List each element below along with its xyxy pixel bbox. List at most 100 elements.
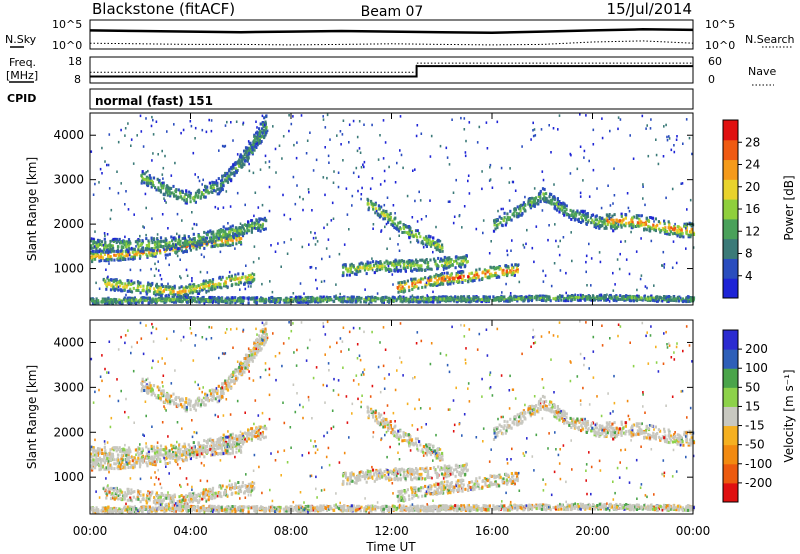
power-cell bbox=[251, 148, 254, 152]
power-cell bbox=[177, 188, 180, 192]
power-cell bbox=[590, 298, 593, 302]
power-cell bbox=[497, 222, 500, 226]
power-cell bbox=[374, 296, 377, 299]
power-cell bbox=[376, 296, 379, 300]
power-cell bbox=[609, 204, 612, 207]
power-cell bbox=[515, 297, 518, 300]
power-cell bbox=[205, 300, 208, 303]
power-cell bbox=[646, 286, 648, 290]
power-cell bbox=[679, 231, 682, 234]
power-cell bbox=[461, 277, 464, 281]
power-cell bbox=[195, 247, 198, 251]
power-cell bbox=[421, 299, 424, 303]
power-cell bbox=[639, 297, 642, 301]
power-cell bbox=[590, 284, 592, 287]
power-cell bbox=[581, 219, 584, 223]
power-cell bbox=[204, 187, 207, 191]
power-cell bbox=[668, 232, 671, 236]
power-cell bbox=[258, 217, 261, 221]
power-cell bbox=[410, 279, 413, 283]
power-cell bbox=[244, 287, 247, 291]
power-cell bbox=[691, 152, 693, 156]
power-cell bbox=[599, 260, 602, 264]
power-cell bbox=[322, 115, 324, 118]
power-cell bbox=[402, 259, 405, 263]
power-cell bbox=[590, 257, 593, 260]
power-cell bbox=[204, 238, 207, 242]
power-cell bbox=[413, 264, 416, 268]
power-cell bbox=[128, 298, 131, 302]
power-cell bbox=[122, 297, 126, 301]
power-cell bbox=[251, 145, 254, 149]
power-cell bbox=[533, 260, 535, 264]
power-cell bbox=[188, 244, 192, 248]
power-cell bbox=[263, 136, 266, 140]
power-cell bbox=[112, 287, 115, 291]
power-cell bbox=[494, 218, 497, 222]
power-cell bbox=[215, 232, 218, 236]
power-cell bbox=[468, 295, 470, 298]
power-cell bbox=[332, 217, 335, 220]
power-cell bbox=[252, 260, 255, 264]
power-cell bbox=[495, 266, 499, 270]
power-cell bbox=[628, 296, 631, 299]
power-cell bbox=[210, 129, 213, 133]
power-cell bbox=[256, 296, 258, 300]
power-cell bbox=[527, 200, 529, 204]
power-cell bbox=[481, 276, 484, 280]
power-cell bbox=[222, 230, 225, 234]
power-cell bbox=[503, 211, 506, 215]
power-cell bbox=[432, 296, 435, 300]
power-cell bbox=[676, 234, 679, 238]
power-cell bbox=[629, 134, 631, 137]
power-cell bbox=[541, 295, 544, 299]
power-cell bbox=[460, 256, 463, 260]
power-cell bbox=[631, 220, 634, 224]
power-cell bbox=[93, 245, 96, 248]
power-cell bbox=[504, 299, 508, 303]
power-cell bbox=[398, 249, 401, 252]
power-cell bbox=[350, 295, 353, 299]
power-cell bbox=[558, 207, 561, 211]
power-cell bbox=[243, 153, 246, 157]
power-cell bbox=[628, 210, 631, 213]
power-cell bbox=[322, 176, 325, 179]
power-cell bbox=[371, 266, 374, 270]
nave-label: Nave bbox=[748, 65, 776, 78]
power-cell bbox=[170, 290, 173, 294]
power-cell bbox=[690, 299, 693, 303]
power-cell bbox=[517, 297, 520, 301]
power-cell bbox=[293, 143, 295, 147]
power-cell bbox=[230, 179, 233, 183]
power-cell bbox=[542, 192, 545, 196]
power-cell bbox=[623, 223, 626, 227]
power-cell bbox=[511, 271, 514, 275]
power-cell bbox=[261, 127, 264, 131]
power-cell bbox=[247, 298, 250, 301]
power-cell bbox=[147, 242, 150, 246]
power-cell bbox=[128, 253, 131, 257]
power-cell bbox=[183, 236, 186, 240]
power-cell bbox=[663, 228, 666, 231]
power-cell bbox=[337, 185, 340, 189]
power-cell bbox=[165, 294, 168, 298]
power-cell bbox=[584, 216, 587, 219]
power-cell bbox=[485, 296, 488, 300]
power-cell bbox=[185, 244, 188, 248]
power-cell bbox=[402, 227, 406, 230]
power-cell bbox=[668, 298, 671, 302]
power-cell bbox=[215, 300, 218, 304]
power-cell bbox=[640, 296, 643, 300]
power-cell bbox=[108, 262, 110, 265]
power-cell bbox=[96, 253, 99, 257]
power-cell bbox=[547, 200, 550, 204]
power-cell bbox=[236, 234, 239, 238]
power-cell bbox=[572, 214, 575, 218]
power-cell bbox=[404, 268, 407, 272]
power-cell bbox=[541, 187, 545, 191]
power-cell bbox=[241, 299, 244, 303]
power-cell bbox=[180, 285, 183, 289]
power-cell bbox=[631, 223, 634, 227]
power-cell bbox=[528, 201, 531, 205]
power-cell bbox=[231, 242, 234, 246]
